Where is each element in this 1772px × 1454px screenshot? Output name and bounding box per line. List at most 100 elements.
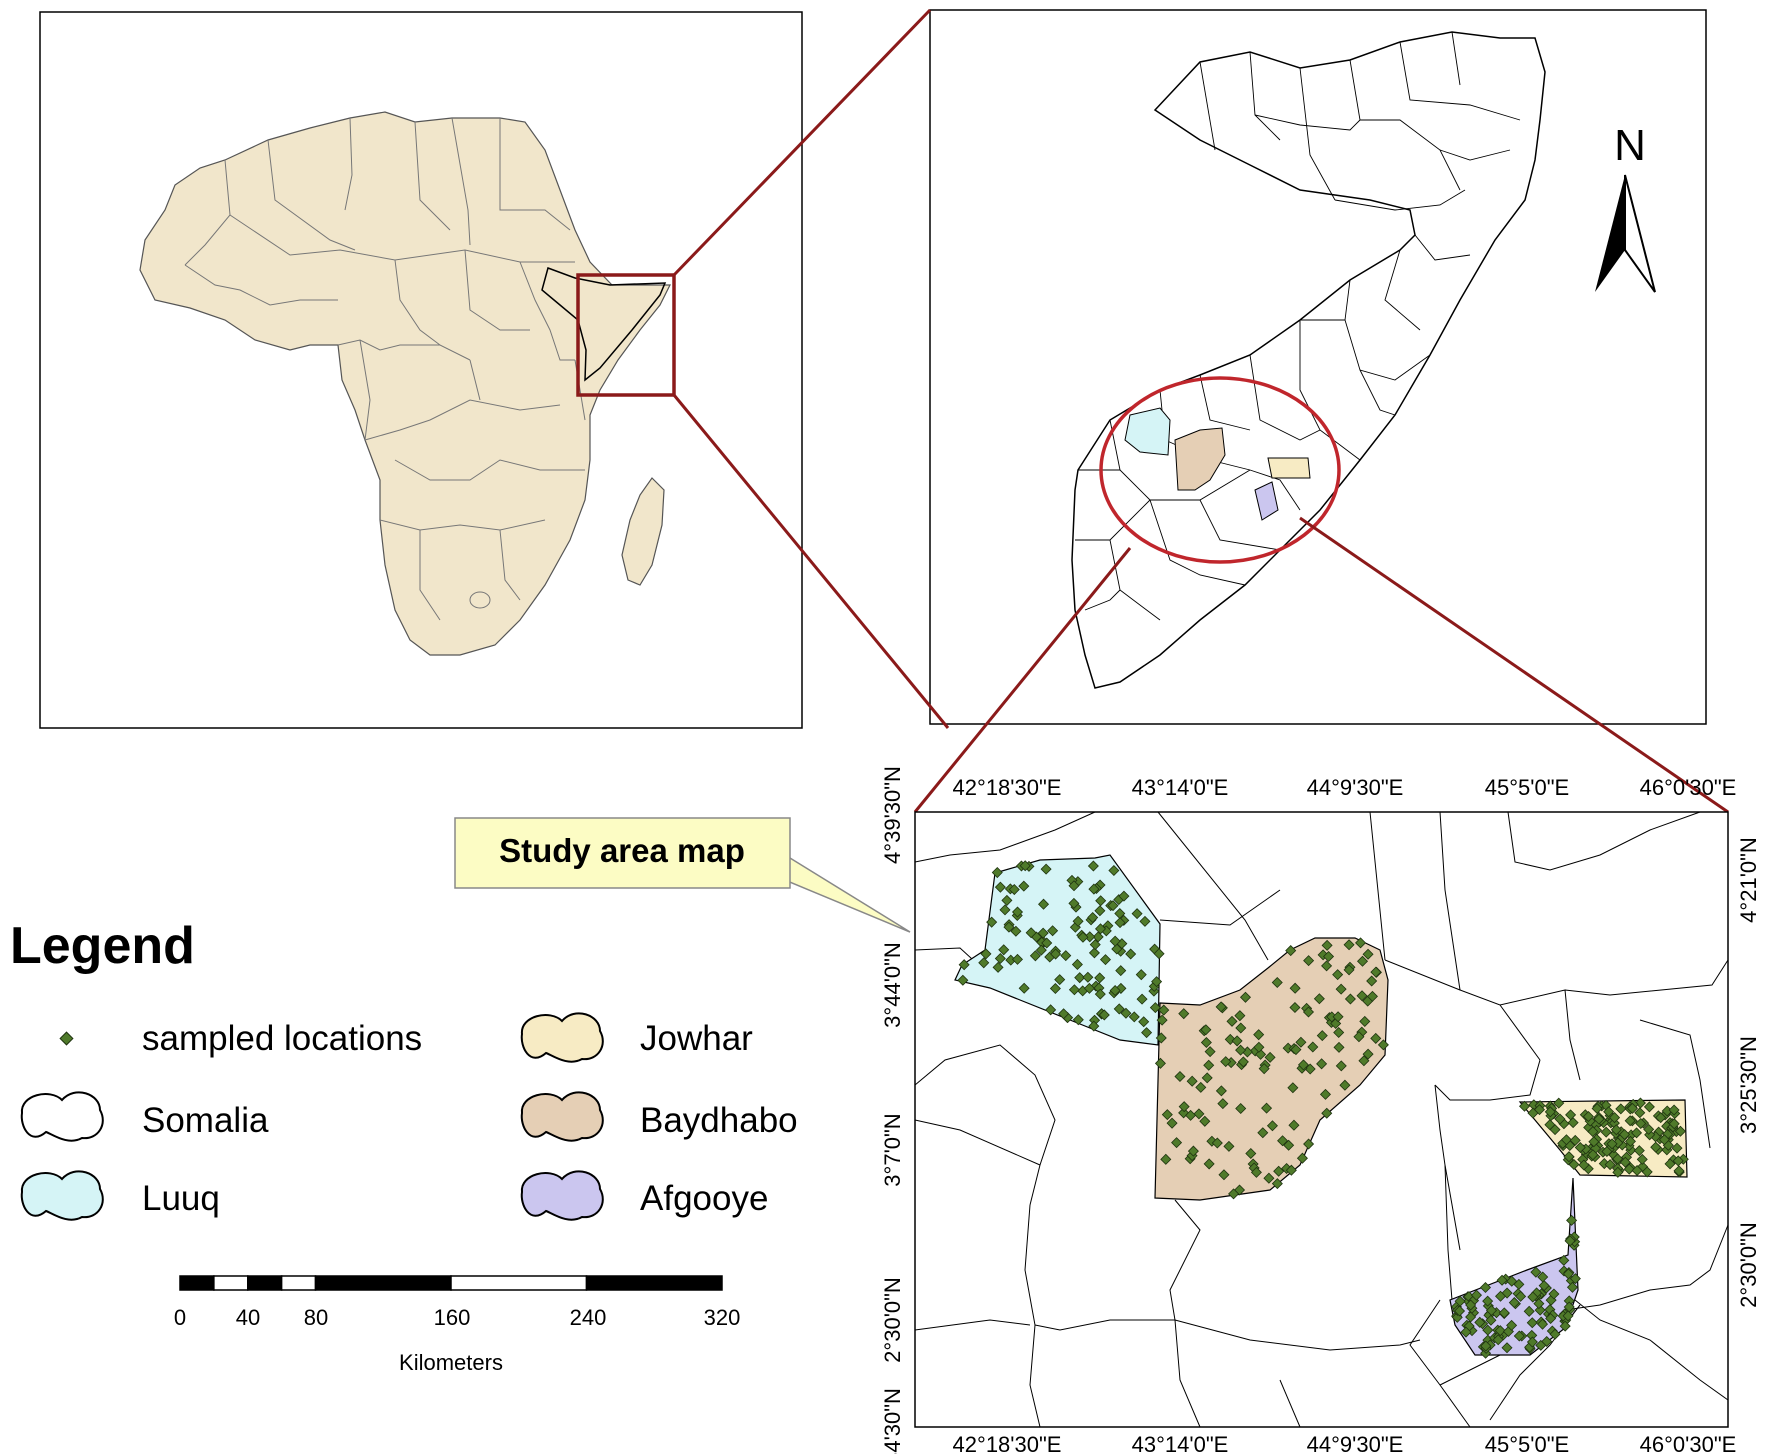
sampled-location-point — [1344, 993, 1356, 1005]
sampled-location-point — [1303, 1138, 1315, 1150]
sampled-location-point — [1518, 1100, 1531, 1112]
sampled-location-point — [1258, 1063, 1270, 1075]
sampled-location-point — [1569, 1273, 1581, 1285]
africa-continent — [139, 111, 671, 656]
sampled-location-point — [1482, 1295, 1494, 1307]
sampled-location-point — [1200, 1036, 1212, 1048]
sampled-location-point — [1125, 948, 1137, 960]
sampled-location-point — [1114, 907, 1126, 919]
grid-label-top-1: 42°18'30"E — [953, 775, 1062, 800]
legend-somalia-label: Somalia — [142, 1101, 269, 1140]
sampled-location-point — [1553, 1097, 1565, 1109]
sampled-location-point — [998, 944, 1010, 956]
sampled-location-point — [1153, 948, 1165, 960]
north-arrow-label: N — [1614, 121, 1646, 170]
sampled-location-point — [1111, 943, 1123, 955]
africa-panel — [39, 11, 803, 729]
study-region-circle — [1099, 376, 1341, 564]
sampled-location-point — [1234, 1010, 1246, 1022]
sampled-location-point — [980, 948, 992, 960]
sampled-location-point — [1673, 1165, 1685, 1177]
sampled-location-point — [1358, 1055, 1370, 1067]
sampled-location-point — [1634, 1097, 1646, 1109]
sampled-location-point — [1370, 966, 1382, 978]
legend-item-sampled: sampled locations — [59, 1019, 422, 1058]
africa-highlight-box — [576, 273, 676, 397]
sampled-location-point — [1283, 1139, 1295, 1151]
sampled-location-point — [1641, 1166, 1653, 1178]
sampled-location-point — [1332, 969, 1344, 981]
sampled-location-point — [1289, 1001, 1301, 1014]
sampled-location-point — [1506, 1319, 1518, 1331]
sampled-location-point — [1480, 1340, 1492, 1352]
sampled-location-point — [1501, 1342, 1513, 1354]
sampled-location-point — [1643, 1101, 1655, 1113]
jowhar-district-small — [1267, 457, 1311, 479]
sampled-location-point — [1174, 1070, 1186, 1082]
sampled-location-point — [1566, 1214, 1578, 1226]
sampled-location-point — [978, 957, 990, 969]
sampled-location-point — [1200, 1024, 1212, 1036]
luuq-district-small — [1124, 407, 1171, 456]
sampled-location-point — [1003, 921, 1015, 933]
sampled-location-point — [1321, 1107, 1333, 1119]
scale-bar-segment — [585, 1275, 723, 1291]
sampled-location-point — [1253, 1041, 1265, 1053]
scale-tick-0: 0 — [174, 1305, 186, 1330]
sampled-location-point — [1623, 1163, 1635, 1175]
sampled-location-point — [1263, 1172, 1275, 1184]
sampled-location-point — [1266, 1120, 1278, 1132]
sampled-location-point — [1601, 1146, 1613, 1158]
sampled-location-point — [1333, 1026, 1345, 1038]
sampled-location-point — [1038, 898, 1050, 910]
sampled-location-point — [1250, 1166, 1262, 1178]
sampled-location-point — [1366, 990, 1378, 1002]
sampled-location-point — [1161, 1109, 1173, 1121]
sampled-location-point — [1094, 972, 1106, 984]
sampled-location-point — [1211, 1137, 1223, 1149]
sampled-location-point — [1316, 1030, 1328, 1042]
sampled-location-point — [1523, 1305, 1535, 1317]
scale-bar-segment — [179, 1275, 215, 1291]
afgooye-district-small — [1254, 481, 1279, 521]
sampled-location-point — [1588, 1136, 1600, 1148]
sampled-location-point — [1465, 1299, 1477, 1311]
sampled-location-point — [1559, 1320, 1571, 1332]
sampled-location-point — [1563, 1301, 1575, 1313]
sampled-location-point — [1664, 1158, 1676, 1170]
legend-item-jowhar: Jowhar — [520, 1012, 753, 1063]
sampled-location-point — [1154, 1057, 1166, 1069]
sampled-location-point — [1072, 915, 1084, 927]
sampled-location-point — [1217, 1098, 1229, 1110]
sampled-location-point — [1287, 1082, 1299, 1094]
somalia-district-borders — [1075, 31, 1521, 621]
sampled-location-point — [1313, 993, 1325, 1005]
sampled-location-point — [1321, 960, 1333, 972]
sampled-location-point — [1485, 1314, 1497, 1326]
legend-item-luuq: Luuq — [20, 1170, 220, 1221]
sampled-location-point — [1454, 1305, 1466, 1317]
scale-bar-segment — [314, 1275, 452, 1291]
sampled-location-point — [1088, 883, 1100, 895]
sampled-location-point — [1343, 939, 1355, 951]
sampled-location-point — [1087, 860, 1099, 872]
sampled-location-point — [1655, 1112, 1667, 1124]
sampled-location-point — [1548, 1288, 1560, 1300]
sampled-location-point — [1578, 1159, 1590, 1171]
sampled-location-point — [1199, 1115, 1211, 1127]
sampled-location-point — [1333, 1041, 1345, 1053]
grid-labels-left: 4°39'30"N 3°44'0"N 3°7'0"N 2°30'0"N 1°34… — [880, 766, 905, 1454]
sampled-location-point — [1668, 1104, 1680, 1116]
sampled-location-point — [1285, 1164, 1297, 1176]
sampled-location-point — [1610, 1124, 1622, 1136]
sampled-location-point — [1178, 1008, 1190, 1020]
grid-label-top-4: 45°5'0"E — [1485, 775, 1569, 800]
connector-lines — [672, 8, 1729, 814]
sampled-location-point — [1619, 1128, 1631, 1141]
sampled-location-point — [1633, 1145, 1645, 1157]
scale-bar-segment — [247, 1275, 283, 1291]
sampled-location-point — [1508, 1297, 1520, 1309]
sampled-location-point — [1526, 1329, 1538, 1341]
sampled-location-point — [1600, 1126, 1612, 1138]
sampled-location-point — [1460, 1326, 1472, 1338]
